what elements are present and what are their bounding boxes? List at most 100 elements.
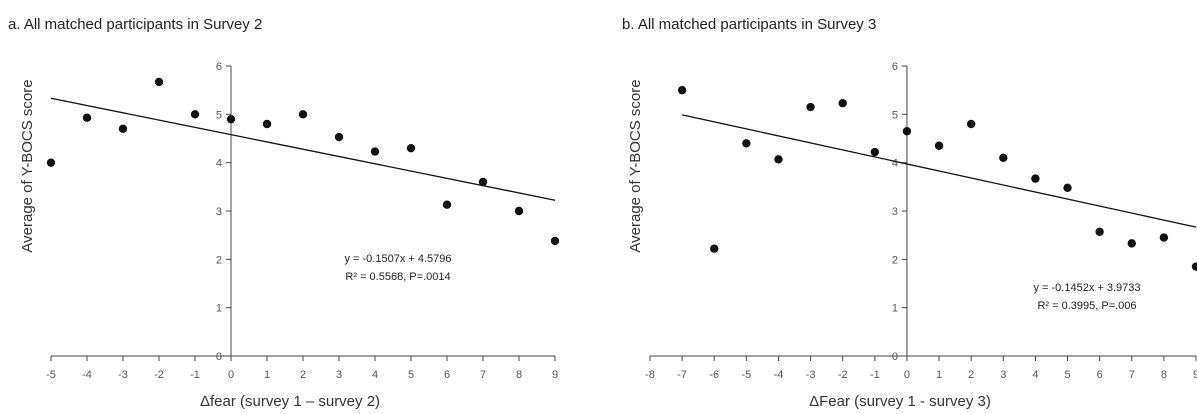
chart-b-x-axis-label: ΔFear (survey 1 - survey 3) [809, 393, 991, 410]
chart-a-y-tick-label: 0 [216, 351, 222, 363]
chart-a-x-tick-label: 0 [228, 369, 234, 381]
chart-a-x-ticks: -5 -4 -3 -2 -1 0 1 2 3 4 5 6 7 8 9 [46, 356, 558, 381]
chart-a-r-squared: R² = 0.5568, P=.0014 [345, 271, 450, 283]
chart-a-data-point [46, 158, 56, 167]
chart-a-x-tick-label: 5 [408, 369, 414, 381]
chart-a-x-tick-label: -4 [82, 369, 92, 381]
chart-b-data-point [1127, 239, 1136, 248]
chart-b-y-tick-label: 3 [892, 206, 898, 218]
chart-a-x-tick-label: -1 [190, 369, 200, 381]
chart-b-data-point [677, 85, 687, 95]
chart-a-x-tick-label: -2 [154, 369, 164, 381]
chart-a-x-tick-label: 4 [372, 369, 378, 381]
chart-a-x-tick-label: 1 [264, 369, 270, 381]
chart-b-data-point [870, 147, 880, 157]
chart-b-x-tick-label: 1 [936, 369, 942, 381]
chart-b-x-tick-label: -5 [741, 369, 751, 381]
chart-b-data-point [934, 141, 944, 150]
chart-a-points [46, 77, 560, 246]
chart-b-data-point [742, 139, 751, 148]
chart-b-x-tick-label: 2 [968, 369, 974, 381]
chart-b-x-tick-label: -6 [709, 369, 719, 381]
chart-b-data-point [774, 155, 783, 164]
chart-a-x-tick-label: 9 [552, 369, 558, 381]
chart-a-data-point [370, 147, 380, 156]
chart-b-x-tick-label: -2 [838, 369, 848, 381]
chart-a-data-point [154, 77, 164, 87]
chart-b-data-point [1031, 174, 1040, 183]
chart-a-trendline [50, 97, 556, 201]
chart-b-y-tick-label: 0 [892, 351, 898, 363]
chart-b-data-point [966, 119, 976, 129]
chart-b-x-tick-label: 3 [1000, 369, 1006, 381]
chart-a-data-point [190, 110, 200, 119]
chart-a-y-ticks: 0 1 2 3 4 5 6 [216, 61, 231, 363]
chart-b-x-tick-label: 9 [1193, 369, 1197, 381]
chart-b-x-tick-label: -8 [645, 369, 655, 381]
chart-b-y-tick-label: 2 [892, 254, 898, 266]
chart-b-data-point [806, 102, 815, 112]
chart-b-x-tick-label: 7 [1129, 369, 1135, 381]
chart-b-y-tick-label: 4 [892, 158, 898, 170]
chart-b-data-point [1159, 233, 1169, 242]
chart-a-x-tick-label: 2 [300, 369, 306, 381]
chart-a-data-point [262, 119, 272, 129]
chart-b-x-tick-label: 6 [1097, 369, 1103, 381]
chart-b-r-squared: R² = 0.3995, P=.006 [1037, 300, 1136, 312]
chart-a-data-point [82, 113, 92, 122]
chart-a-data-point [118, 124, 128, 134]
chart-b-x-tick-label: 8 [1161, 369, 1167, 381]
chart-b-data-point [1063, 183, 1072, 192]
chart-a-x-tick-label: 3 [336, 369, 342, 381]
chart-a-y-tick-label: 1 [216, 303, 222, 315]
chart-b-data-point [902, 127, 912, 136]
chart-a-data-point [334, 132, 344, 142]
chart-b-x-ticks: -8 -7 -6 -5 -4 -3 -2 -1 0 1 2 3 4 5 6 7 8 9 [645, 356, 1197, 381]
chart-b-trendline [681, 114, 1197, 228]
chart-a-y-tick-label: 2 [216, 254, 222, 266]
chart-a-data-point [442, 200, 452, 209]
chart-a-x-tick-label: 7 [480, 369, 486, 381]
chart-a-data-point [550, 236, 560, 246]
chart-b-x-tick-label: -7 [677, 369, 687, 381]
chart-a-x-tick-label: 8 [516, 369, 522, 381]
chart-b-equation: y = -0.1452x + 3.9733 [1033, 282, 1140, 294]
chart-a-x-tick-label: -5 [46, 369, 56, 381]
chart-b-y-tick-label: 5 [892, 109, 898, 121]
chart-b-x-tick-label: 4 [1032, 369, 1038, 381]
chart-panel-a: a. All matched participants in Survey 2 … [8, 16, 560, 410]
chart-b-data-point [838, 99, 847, 108]
chart-a-y-tick-label: 5 [216, 109, 222, 121]
chart-a-equation: y = -0.1507x + 4.5796 [344, 253, 451, 265]
chart-b-y-axis-label: Average of Y-BOCS score [627, 79, 644, 252]
chart-a-data-point [298, 110, 308, 119]
chart-a-y-tick-label: 4 [216, 158, 222, 170]
chart-b-y-ticks: 0 1 2 3 4 5 6 [892, 61, 907, 363]
chart-b-data-point [1191, 262, 1197, 271]
chart-panel-b: b. All matched participants in Survey 3 … [622, 16, 1197, 410]
chart-b-y-tick-label: 1 [892, 303, 898, 315]
chart-a-data-point [406, 143, 416, 153]
chart-b-points [677, 85, 1197, 271]
chart-b-data-point [999, 153, 1008, 163]
chart-a-y-tick-label: 3 [216, 206, 222, 218]
chart-b-x-tick-label: 0 [904, 369, 910, 381]
chart-b-data-point [710, 244, 719, 253]
chart-a-y-axis-label: Average of Y-BOCS score [19, 79, 36, 252]
chart-a-data-point [514, 206, 524, 216]
chart-a-x-axis-label: Δfear (survey 1 – survey 2) [200, 393, 380, 410]
chart-a-y-tick-label: 6 [216, 61, 222, 73]
chart-b-title: b. All matched participants in Survey 3 [622, 16, 876, 33]
chart-a-data-point [478, 177, 488, 187]
chart-b-y-tick-label: 6 [892, 61, 898, 73]
chart-b-x-tick-label: -1 [870, 369, 880, 381]
chart-b-x-tick-label: -4 [774, 369, 784, 381]
chart-b-x-tick-label: -3 [806, 369, 816, 381]
chart-a-title: a. All matched participants in Survey 2 [8, 16, 262, 33]
chart-a-x-tick-label: 6 [444, 369, 450, 381]
chart-b-x-tick-label: 5 [1064, 369, 1070, 381]
chart-a-x-tick-label: -3 [118, 369, 128, 381]
chart-a-data-point [226, 114, 236, 124]
chart-b-data-point [1095, 227, 1104, 236]
